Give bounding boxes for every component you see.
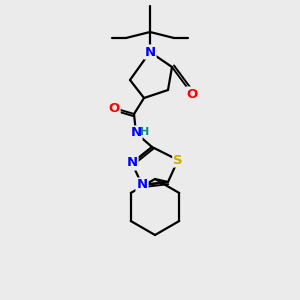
Text: S: S: [173, 154, 183, 166]
Text: N: N: [130, 127, 142, 140]
Text: N: N: [136, 178, 148, 191]
Text: N: N: [126, 157, 138, 169]
Text: H: H: [140, 127, 150, 137]
Text: O: O: [186, 88, 198, 100]
Text: O: O: [108, 101, 120, 115]
Text: N: N: [144, 46, 156, 59]
